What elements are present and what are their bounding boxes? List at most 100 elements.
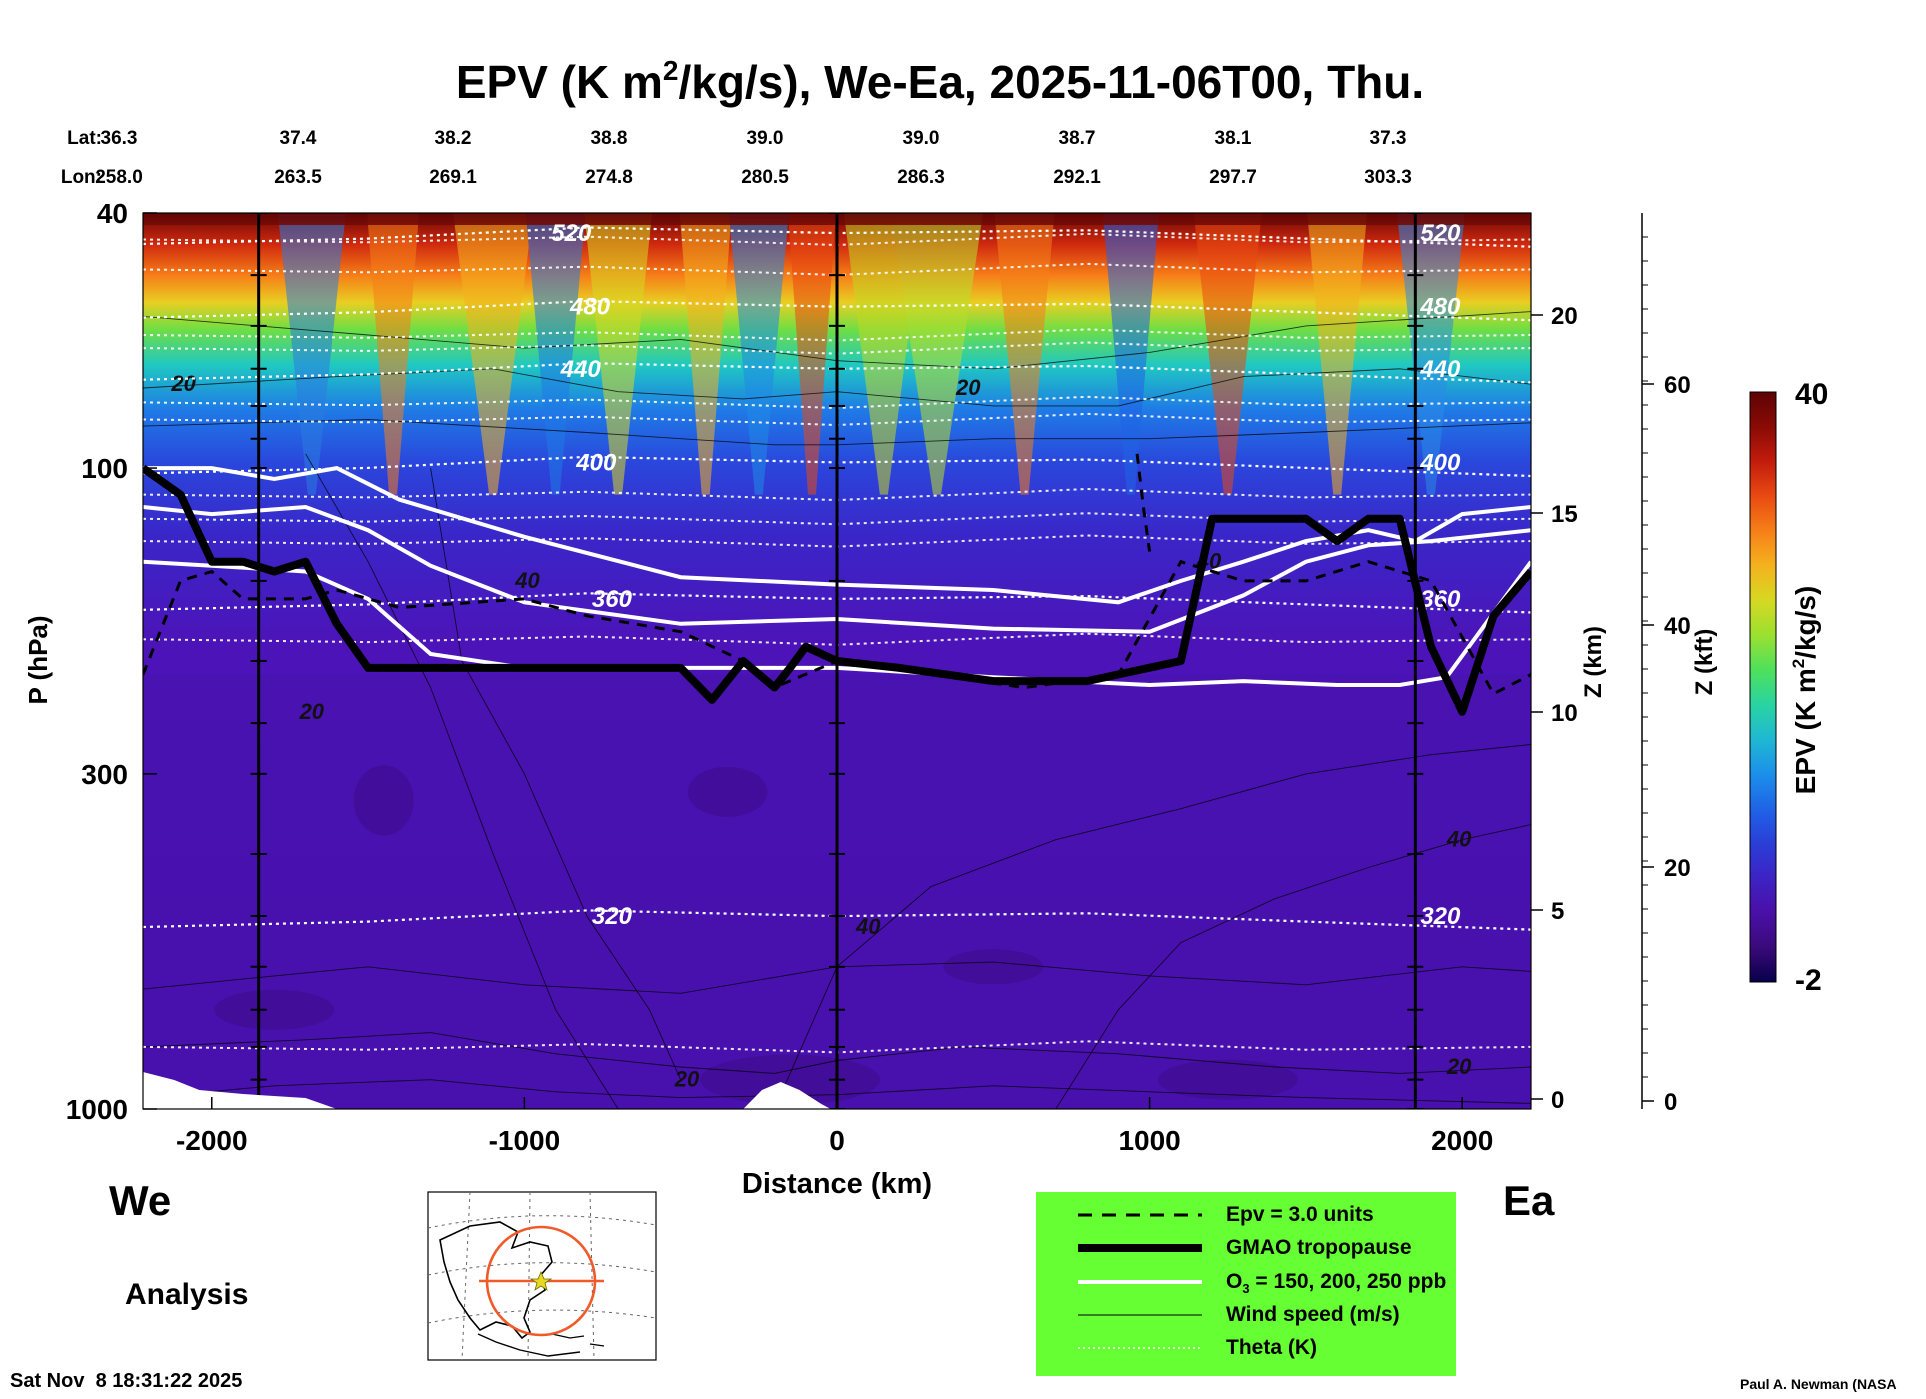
- wind-contour-label: 20: [955, 375, 981, 400]
- y-tick-label: 40: [97, 198, 128, 229]
- colorbar: 40 -2 EPV (K m2/kg/s): [1749, 378, 1828, 997]
- x-tick-label: -1000: [489, 1125, 561, 1156]
- theta-contour-label: 440: [560, 356, 602, 383]
- epv-streak: [787, 213, 836, 495]
- lat-lon-values: 36.3 37.4 38.2 38.8 39.0 39.0 38.7 38.1 37.3 258.…: [95, 128, 1412, 188]
- legend-label: Wind speed (m/s): [1226, 1303, 1400, 1326]
- y-axis-label: P (hPa): [23, 615, 53, 704]
- x-axis: -2000 -1000 0 1000 2000: [176, 1097, 1493, 1156]
- lat-value: 39.0: [903, 128, 940, 149]
- z-kft-tick-label: 40: [1664, 613, 1691, 640]
- wind-contour-label: 20: [1446, 1054, 1472, 1079]
- lon-value: 274.8: [585, 167, 633, 188]
- terrain-shape: [743, 1082, 831, 1109]
- wind-contour-label: 20: [170, 371, 196, 396]
- epv-streak: [277, 213, 346, 495]
- x-tick-label: 1000: [1118, 1125, 1180, 1156]
- wind-contour: [305, 453, 619, 1109]
- z-km-axis-label: Z (km): [1580, 626, 1607, 698]
- epv-patch: [687, 766, 768, 817]
- wind-contour-label: 40: [1446, 827, 1472, 852]
- analysis-label: Analysis: [125, 1278, 248, 1311]
- lon-value: 280.5: [741, 167, 789, 188]
- gmao-tropopause-line: [143, 464, 1531, 716]
- lat-value: 38.8: [591, 128, 628, 149]
- epv-streak: [728, 213, 789, 495]
- lat-value: 38.2: [435, 128, 472, 149]
- chart-title: EPV (K m2/kg/s), We-Ea, 2025-11-06T00, T…: [456, 55, 1424, 108]
- lon-value: 263.5: [274, 167, 322, 188]
- wind-contour: [1055, 824, 1531, 1109]
- z-kft-tick-label: 20: [1664, 855, 1691, 882]
- wind-contour: [430, 468, 682, 1080]
- theta-contour-label: 320: [592, 903, 633, 930]
- colorbar-min-label: -2: [1795, 964, 1822, 997]
- z-kft-axis: 0 20 40 60: [1641, 213, 1691, 1116]
- theta-contour-label: 360: [592, 586, 633, 613]
- legend-label: GMAO tropopause: [1226, 1236, 1412, 1259]
- map-graticule: [427, 1191, 657, 1361]
- map-coastline-south: [477, 1333, 581, 1357]
- x-tick-label: -2000: [176, 1125, 248, 1156]
- legend-items: Epv = 3.0 units GMAO tropopause O3 = 150, …: [1078, 1203, 1446, 1359]
- z-km-tick-label: 10: [1551, 700, 1578, 727]
- epv-streak: [1307, 213, 1368, 495]
- lat-value: 36.3: [101, 128, 138, 149]
- x-axis-label: Distance (km): [742, 1168, 932, 1200]
- wind-contour-label: 20: [674, 1067, 700, 1092]
- y-tick-label: 300: [81, 759, 128, 790]
- epv-3-unit-line: [143, 559, 1531, 696]
- lat-value: 37.4: [280, 128, 317, 149]
- timestamp: Sat Nov 8 18:31:22 2025: [10, 1370, 242, 1392]
- wind-contour-label: 40: [855, 914, 881, 939]
- lon-value: 297.7: [1209, 167, 1257, 188]
- lon-value: 303.3: [1364, 167, 1412, 188]
- epv-streak: [679, 213, 732, 495]
- colorbar-bar: [1749, 391, 1777, 983]
- epv-patch: [214, 989, 335, 1030]
- theta-contour-label: 520: [1420, 220, 1461, 247]
- z-kft-axis-label: Z (kft): [1691, 629, 1718, 696]
- z-km-tick-label: 5: [1551, 898, 1564, 925]
- wind-contour: [774, 744, 1531, 1109]
- epv-patch: [943, 949, 1044, 985]
- locator-map: [427, 1191, 657, 1361]
- epv-streak: [367, 213, 420, 495]
- epv-streak: [994, 213, 1055, 495]
- lon-value: 286.3: [897, 167, 945, 188]
- legend-label: Theta (K): [1226, 1336, 1317, 1359]
- lon-value: 292.1: [1053, 167, 1101, 188]
- x-tick-label: 0: [829, 1125, 845, 1156]
- lat-value: 38.1: [1215, 128, 1252, 149]
- z-km-tick-label: 15: [1551, 501, 1578, 528]
- map-coastline-islands: [551, 1333, 605, 1347]
- wind-contour-label: 20: [299, 699, 325, 724]
- z-kft-tick-label: 60: [1664, 372, 1691, 399]
- y-tick-label: 100: [81, 453, 128, 484]
- theta-contour-label: 400: [1419, 449, 1461, 476]
- theta-contour-label: 480: [569, 294, 611, 321]
- theta-contour-label: 440: [1419, 356, 1461, 383]
- legend-label: O3 = 150, 200, 250 ppb: [1226, 1270, 1446, 1296]
- theta-contour-label: 320: [1420, 903, 1461, 930]
- epv-streak: [891, 213, 984, 495]
- z-km-axis: 0 5 10 15 20: [1531, 303, 1578, 1114]
- legend: Epv = 3.0 units GMAO tropopause O3 = 150, …: [1036, 1192, 1456, 1376]
- lat-value: 38.7: [1059, 128, 1096, 149]
- lon-value: 258.0: [95, 167, 143, 188]
- wind-contour: [143, 1032, 1531, 1074]
- epv-streak: [1193, 213, 1262, 495]
- lon-label: Lon:: [61, 167, 102, 188]
- z-km-tick-label: 20: [1551, 303, 1578, 330]
- y-axis: 40 100 300 1000: [66, 198, 157, 1125]
- z-km-tick-label: 0: [1551, 1087, 1564, 1114]
- map-center-star-icon: [529, 1270, 553, 1291]
- epv-streak: [584, 213, 653, 495]
- theta-contour-label: 360: [1420, 586, 1461, 613]
- lon-value: 269.1: [429, 167, 477, 188]
- legend-label: Epv = 3.0 units: [1226, 1203, 1374, 1226]
- west-label: We: [109, 1177, 171, 1224]
- terrain-mask: [143, 1072, 831, 1109]
